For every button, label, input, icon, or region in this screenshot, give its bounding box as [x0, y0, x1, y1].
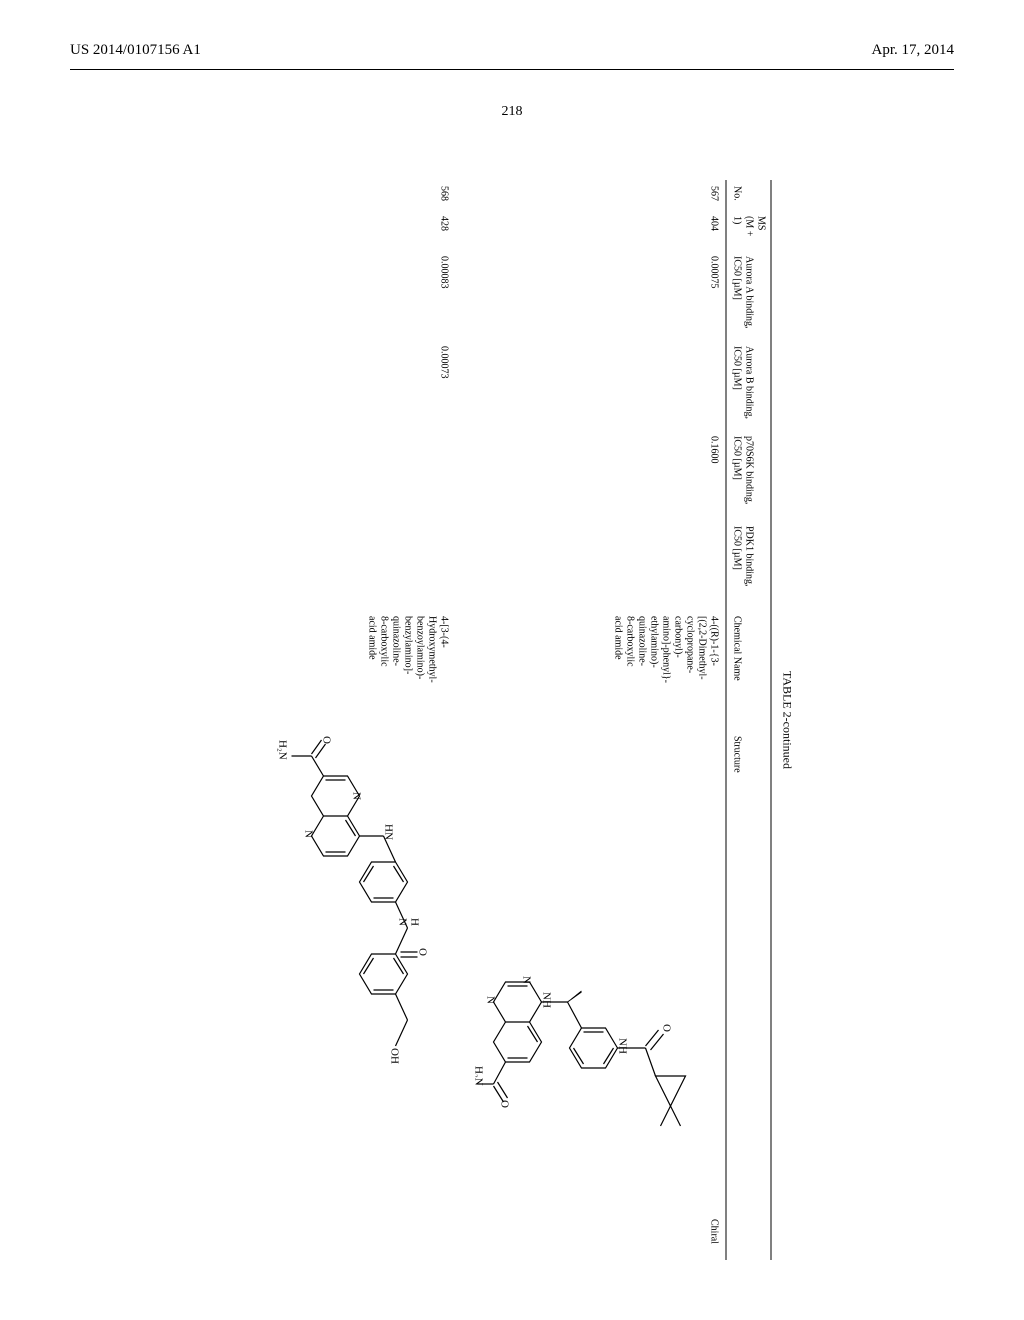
cell-pdk1	[456, 520, 727, 610]
cell-auroraB: 0.00073	[230, 340, 456, 430]
col-p70s6k: p70S6K binding, IC50 [µM]	[726, 430, 771, 520]
svg-text:O: O	[321, 736, 333, 744]
page-header: US 2014/0107156 A1 Apr. 17, 2014	[0, 0, 1024, 65]
svg-text:O: O	[499, 1100, 511, 1108]
svg-text:O: O	[417, 948, 429, 956]
svg-text:O: O	[661, 1024, 673, 1032]
publication-number: US 2014/0107156 A1	[70, 42, 201, 59]
cell-p70s6k	[230, 430, 456, 520]
col-chem: Chemical Name	[726, 610, 771, 730]
col-ms: MS (M + 1)	[726, 210, 771, 250]
col-auroraB: Aurora B binding, IC50 [µM]	[726, 340, 771, 430]
col-pdk1: PDK1 binding, IC50 [µM]	[726, 520, 771, 610]
svg-text:NH: NH	[541, 992, 553, 1008]
cell-auroraB	[456, 340, 727, 430]
svg-text:H₂N: H₂N	[476, 1066, 485, 1086]
svg-text:N: N	[485, 996, 497, 1004]
svg-text:N: N	[521, 976, 533, 984]
table-container: TABLE 2-continued No. MS (M + 1) Aurora …	[230, 180, 795, 1260]
col-structure: Structure	[726, 730, 771, 1260]
cell-ms: 428	[230, 210, 456, 250]
col-auroraA: Aurora A binding, IC50 [µM]	[726, 250, 771, 340]
cell-chem: 4-((R)-1-{3- [(2,2-Dimethyl- cyclopropan…	[456, 610, 727, 730]
svg-text:H: H	[409, 918, 421, 926]
cell-no: 568	[230, 180, 456, 210]
cell-structure: HN N N O H₂N H N O OH	[230, 730, 456, 1260]
cell-auroraA: 0.00075	[456, 250, 727, 340]
cell-structure: Chiral	[456, 730, 727, 1260]
col-no: No.	[726, 180, 771, 210]
cell-p70s6k: 0.1600	[456, 430, 727, 520]
svg-text:H₂N: H₂N	[277, 740, 289, 760]
data-table: No. MS (M + 1) Aurora A binding, IC50 [µ…	[230, 180, 772, 1260]
svg-text:HN: HN	[383, 824, 395, 840]
table-header-row: No. MS (M + 1) Aurora A binding, IC50 [µ…	[726, 180, 771, 1260]
table-row: 567 404 0.00075 0.1600 4-((R)-1-{3- [(2,…	[456, 180, 727, 1260]
cell-pdk1	[230, 520, 456, 610]
svg-text:N: N	[303, 830, 315, 838]
structure-568: HN N N O H₂N H N O OH	[250, 736, 450, 1216]
svg-text:N: N	[351, 792, 363, 800]
page-number: 218	[0, 104, 1024, 120]
table-title: TABLE 2-continued	[780, 180, 795, 1260]
svg-text:NH: NH	[617, 1038, 629, 1054]
cell-chem: 4-[3-(4- Hydroxymethyl- benzoylamino)- b…	[230, 610, 456, 730]
cell-no: 567	[456, 180, 727, 210]
cell-ms: 404	[456, 210, 727, 250]
publication-date: Apr. 17, 2014	[872, 42, 955, 59]
table-row: 568 428 0.00083 0.00073 4-[3-(4- Hydroxy…	[230, 180, 456, 1260]
svg-text:OH: OH	[389, 1048, 401, 1064]
chiral-label: Chiral	[708, 736, 720, 1254]
svg-text:N: N	[397, 918, 409, 926]
header-rule	[70, 69, 954, 70]
cell-auroraA: 0.00083	[230, 250, 456, 340]
structure-567: O NH NH N N O H₂N	[476, 736, 706, 1156]
